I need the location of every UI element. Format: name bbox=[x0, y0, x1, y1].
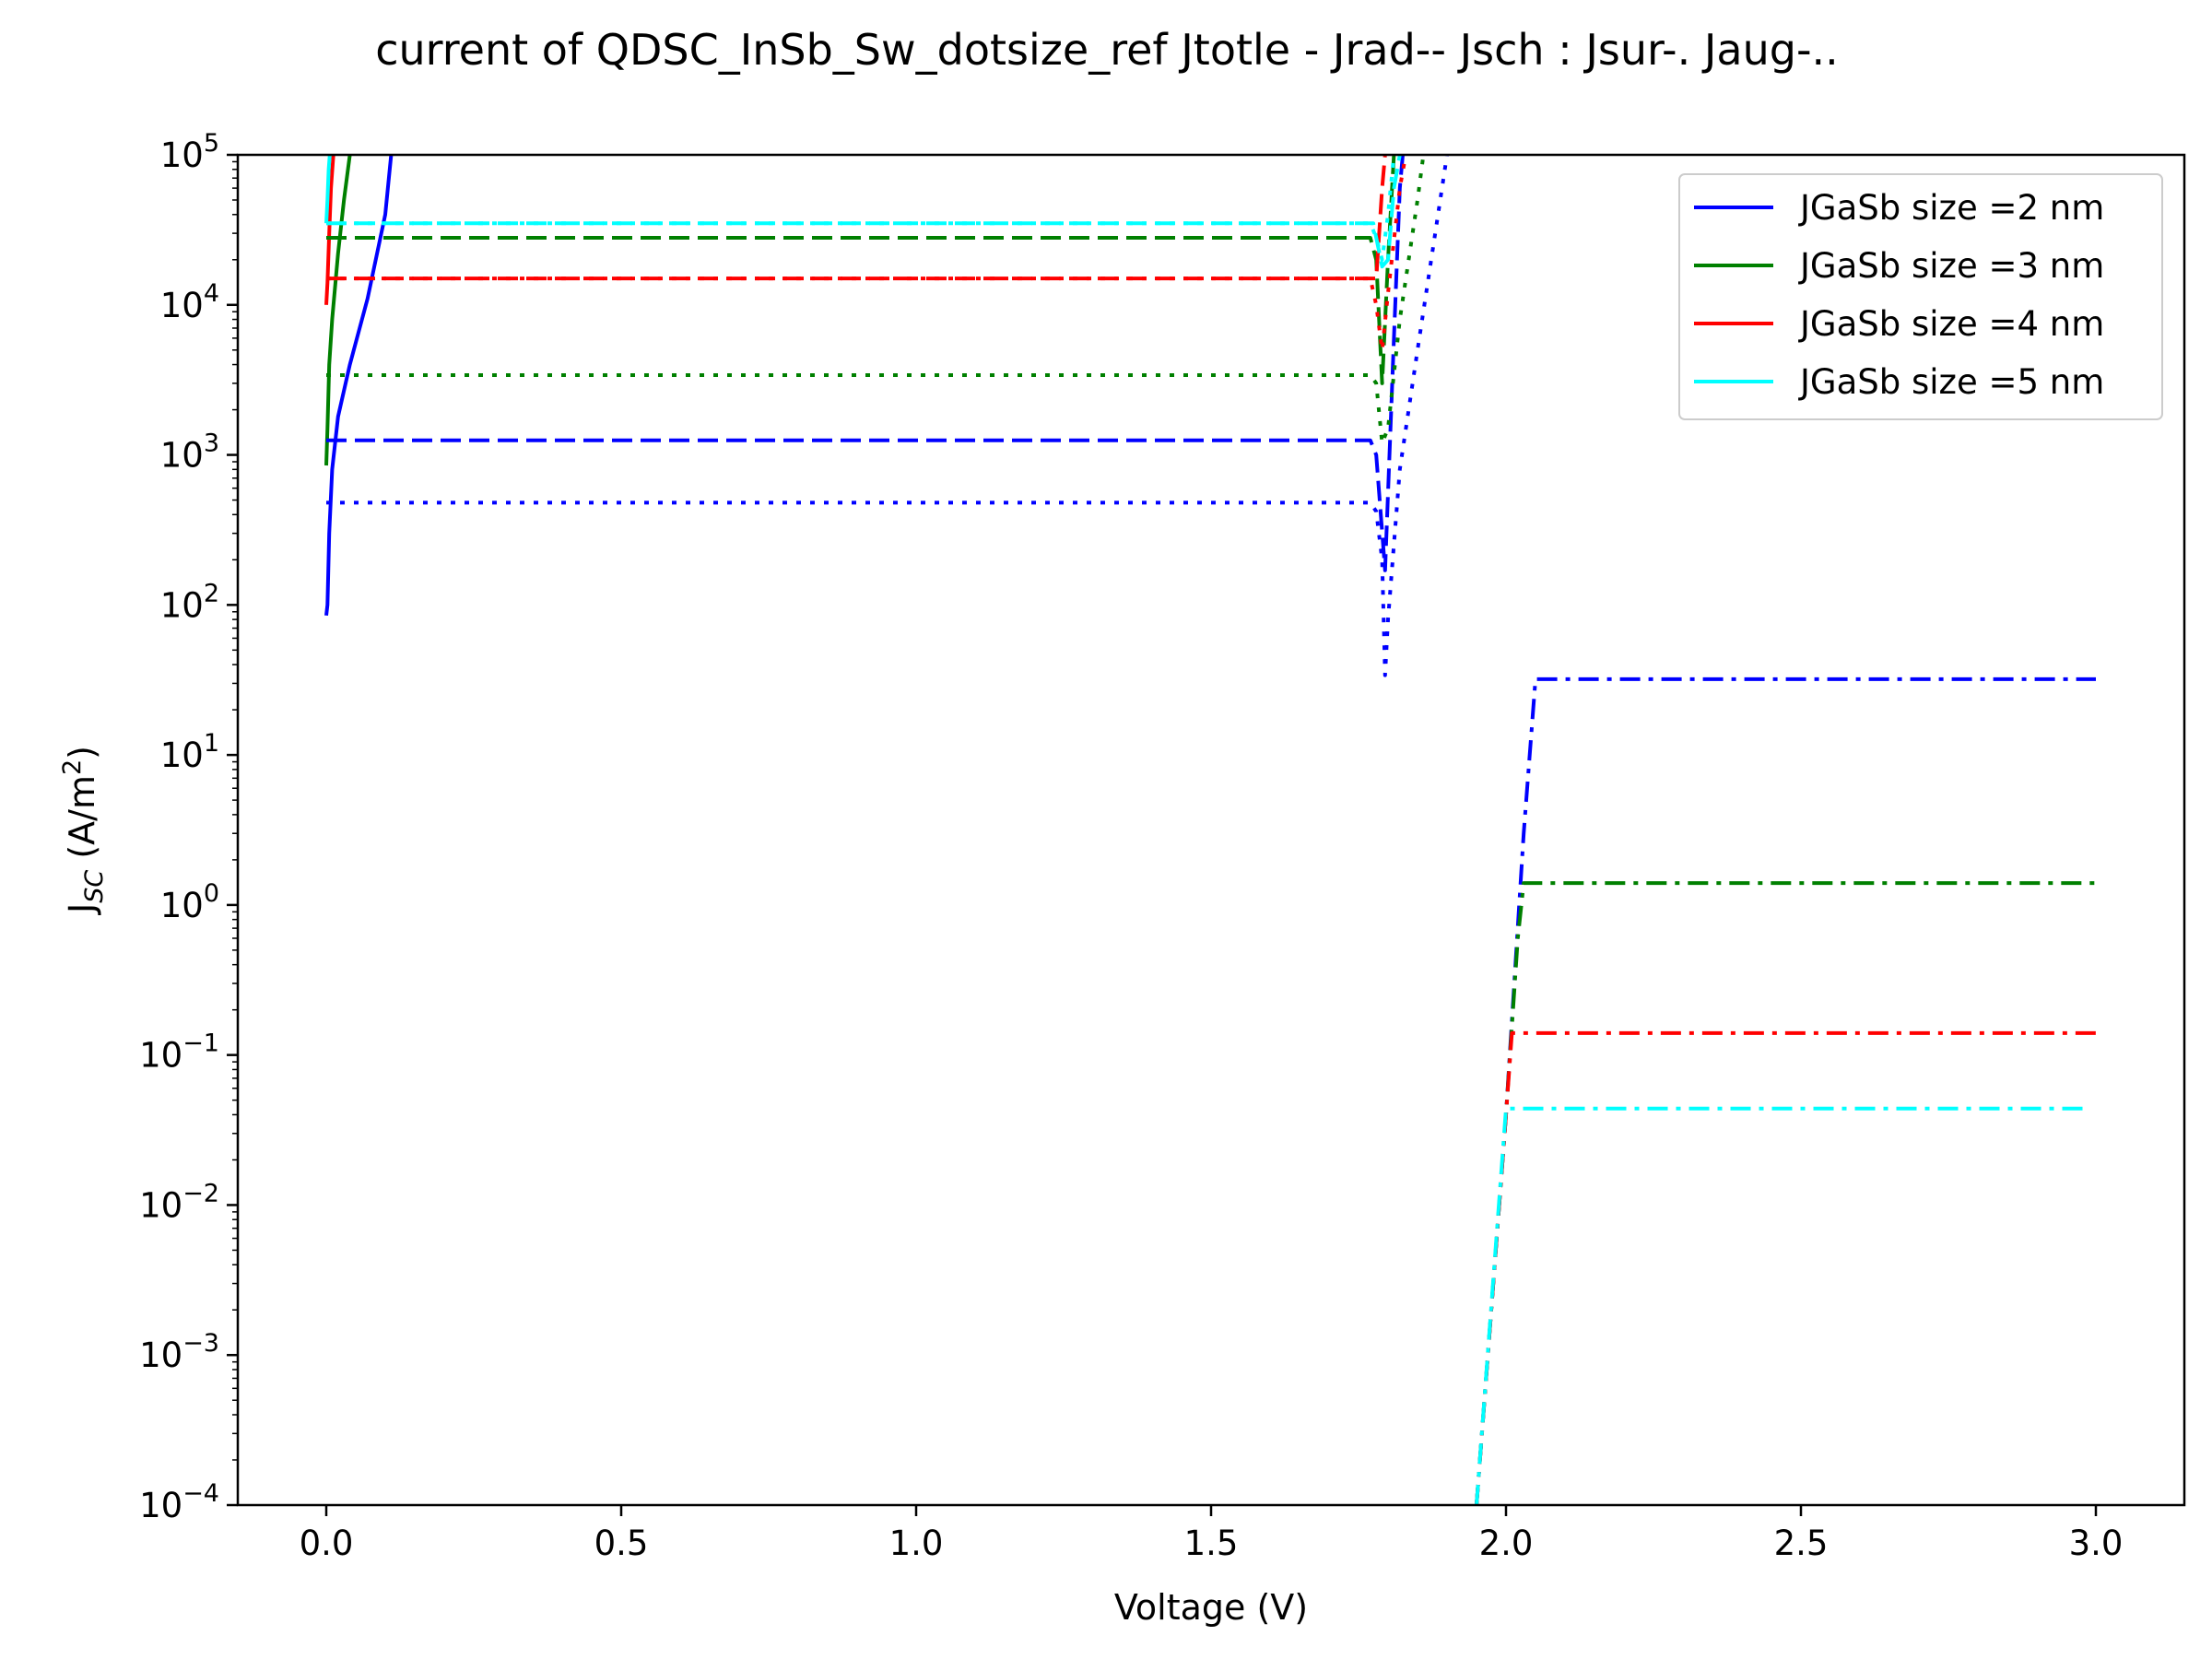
x-tick-label: 0.0 bbox=[300, 1524, 354, 1563]
x-tick-label: 0.5 bbox=[594, 1524, 649, 1563]
series-line-5nm-dotted bbox=[326, 155, 1396, 262]
y-axis: 105 104 103 102 101 100 10−1 10−2 10−3 10−4 bbox=[139, 129, 238, 1525]
legend: JGaSb size =2 nm JGaSb size =3 nm JGaSb si… bbox=[1678, 173, 2163, 420]
y-axis-label-unit-sup: 2 bbox=[58, 759, 87, 775]
legend-entry-label: JGaSb size =2 nm bbox=[1798, 188, 2104, 228]
y-axis-label-unit-post: ) bbox=[62, 746, 102, 759]
series-line-2nm-dotted bbox=[326, 155, 1449, 677]
y-tick-label: 103 bbox=[160, 429, 219, 476]
y-axis-label-sub: SC bbox=[80, 870, 109, 903]
x-axis: 0.0 0.5 1.0 1.5 2.0 2.5 3.0 bbox=[300, 1505, 2124, 1563]
series-line-3nm-dotted bbox=[326, 155, 1426, 445]
legend-entry-label: JGaSb size =3 nm bbox=[1798, 246, 2104, 286]
x-tick-label: 3.0 bbox=[2069, 1524, 2124, 1563]
x-tick-label: 2.5 bbox=[1774, 1524, 1829, 1563]
y-tick-label: 10−2 bbox=[139, 1179, 219, 1225]
x-axis-label: Voltage (V) bbox=[1114, 1587, 1308, 1628]
y-axis-label-main: J bbox=[62, 903, 102, 915]
series-line-3nm-solid bbox=[324, 155, 352, 466]
y-tick-label: 10−3 bbox=[139, 1329, 219, 1375]
y-tick-label: 104 bbox=[160, 279, 219, 325]
series-line-4nm-solid bbox=[324, 155, 335, 305]
y-tick-label: 101 bbox=[160, 729, 219, 775]
series-line-5nm-dashdot bbox=[1475, 1106, 2090, 1505]
y-tick-label: 102 bbox=[160, 579, 219, 625]
chart-title: current of QDSC_InSb_Sw_dotsize_ref Jtot… bbox=[375, 25, 1839, 75]
series-line-5nm-solid bbox=[324, 155, 332, 224]
x-tick-label: 1.0 bbox=[889, 1524, 944, 1563]
legend-entry-label: JGaSb size =4 nm bbox=[1798, 304, 2104, 344]
y-tick-label: 10−1 bbox=[139, 1030, 219, 1076]
x-tick-label: 2.0 bbox=[1479, 1524, 1534, 1563]
series-line-2nm-dashed bbox=[326, 155, 1405, 572]
series-line-4nm-dashed bbox=[326, 155, 1387, 281]
y-axis-label-unit-pre: (A/m bbox=[62, 775, 102, 870]
y-tick-label: 10−4 bbox=[139, 1479, 219, 1525]
x-tick-label: 1.5 bbox=[1184, 1524, 1239, 1563]
legend-box bbox=[1678, 173, 2163, 420]
y-tick-label: 100 bbox=[160, 879, 219, 925]
series-line-2nm-solid bbox=[324, 155, 394, 617]
series-layer bbox=[324, 155, 2096, 1505]
y-axis-label: JSC (A/m2) bbox=[58, 746, 109, 915]
legend-entry-label: JGaSb size =5 nm bbox=[1798, 362, 2104, 402]
y-tick-label: 105 bbox=[160, 129, 219, 175]
